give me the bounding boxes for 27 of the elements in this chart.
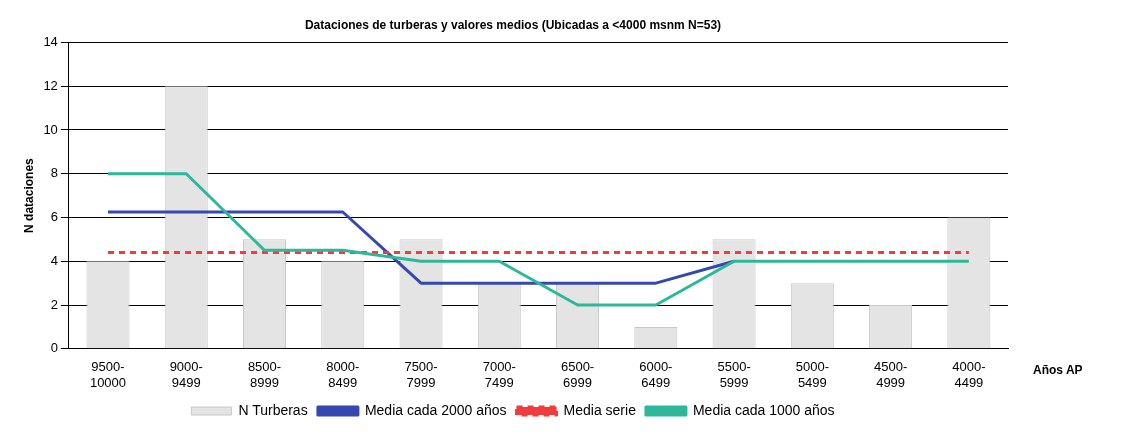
y-tick-label: 8 bbox=[50, 165, 58, 181]
legend-label: Media serie bbox=[563, 401, 637, 418]
legend-label: Media cada 1000 años bbox=[692, 401, 835, 418]
y-tick-label: 10 bbox=[43, 121, 58, 137]
y-tick-label: 0 bbox=[50, 340, 58, 356]
x-tick-label: 4500-4999 bbox=[873, 359, 908, 390]
x-tick-label: 7000-7499 bbox=[482, 359, 516, 390]
x-tick-label: 5500-5999 bbox=[717, 359, 751, 390]
x-tick-label: 4000-4499 bbox=[952, 359, 986, 390]
x-tick-label: 6500-6999 bbox=[560, 359, 595, 390]
x-tick-label: 8500-8999 bbox=[247, 359, 282, 390]
x-tick-label: 7500-7999 bbox=[404, 359, 438, 390]
y-tick-label: 4 bbox=[50, 252, 58, 268]
x-tick-label: 9500-10000 bbox=[89, 359, 127, 390]
y-tick-label: 2 bbox=[50, 296, 58, 312]
y-tick-label: 12 bbox=[43, 77, 58, 93]
y-tick-label: 6 bbox=[50, 209, 58, 225]
legend-label: N Turberas bbox=[238, 401, 308, 418]
x-tick-label: 5000-5499 bbox=[795, 359, 829, 390]
x-tick-label: 6000-6499 bbox=[639, 359, 673, 390]
chart-title: Dataciones de turberas y valores medios (Ubicadas a <4000 msnm N=53) bbox=[304, 17, 722, 32]
y-axis-title: N dataciones bbox=[21, 157, 36, 233]
y-tick-label: 14 bbox=[43, 33, 58, 49]
x-axis-title: Años AP bbox=[1033, 363, 1083, 378]
legend-label: Media cada 2000 años bbox=[364, 401, 507, 418]
x-tick-label: 8000-8499 bbox=[326, 359, 360, 390]
x-tick-label: 9000-9499 bbox=[169, 359, 203, 390]
